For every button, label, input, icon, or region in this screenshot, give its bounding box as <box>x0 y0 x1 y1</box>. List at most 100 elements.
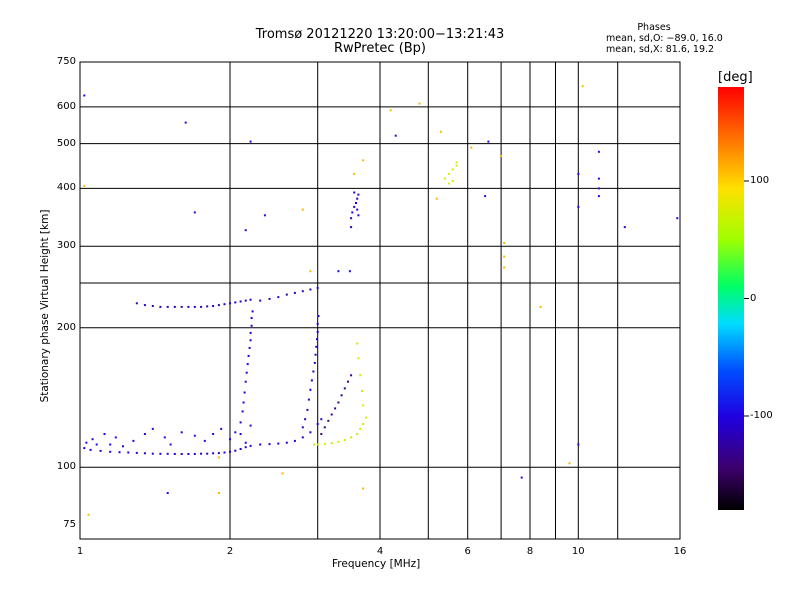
data-point <box>293 291 296 294</box>
data-point <box>316 338 318 341</box>
data-point <box>451 180 454 182</box>
data-point <box>359 374 362 377</box>
data-point <box>83 94 86 97</box>
data-point <box>83 184 86 187</box>
data-point <box>330 442 333 444</box>
data-point <box>249 140 252 143</box>
data-point <box>301 290 304 293</box>
data-point <box>217 452 220 455</box>
data-point <box>239 300 242 303</box>
data-point <box>143 433 146 435</box>
x-axis-label: Frequency [MHz] <box>332 558 421 570</box>
data-point <box>223 303 226 306</box>
data-point <box>307 398 310 401</box>
stats-x-mode: mean, sd,X: 81.6, 19.2 <box>606 44 715 55</box>
data-point <box>91 438 94 441</box>
data-point <box>327 419 330 422</box>
y-tick-label: 500 <box>56 137 76 149</box>
data-point <box>357 214 360 217</box>
data-point <box>234 431 237 434</box>
data-point <box>597 177 600 180</box>
data-point <box>163 436 166 439</box>
data-point <box>193 305 196 308</box>
data-point <box>309 288 312 291</box>
data-point <box>246 363 249 366</box>
data-point <box>451 168 454 171</box>
data-point <box>285 293 288 296</box>
data-point <box>309 431 312 434</box>
data-point <box>568 462 571 465</box>
data-point <box>365 416 367 419</box>
data-point <box>309 388 312 391</box>
data-point <box>263 214 266 217</box>
stats-heading: Phases <box>637 22 671 33</box>
data-point <box>220 427 223 430</box>
data-point <box>357 193 360 196</box>
data-point <box>394 134 397 137</box>
data-point <box>503 242 506 244</box>
y-axis-label: Stationary phase Virtual Height [km] <box>39 209 51 403</box>
data-point <box>173 453 176 455</box>
chart-subtitle: RwPretec (Bp) <box>333 41 427 56</box>
data-point <box>249 339 252 342</box>
data-point <box>247 354 250 357</box>
data-point <box>277 296 280 299</box>
data-point <box>151 452 154 455</box>
data-point <box>343 439 346 441</box>
data-point <box>200 305 203 308</box>
data-point <box>268 443 271 446</box>
data-point <box>306 408 309 411</box>
data-point <box>83 447 86 450</box>
data-point <box>309 270 312 273</box>
data-point <box>315 345 318 348</box>
data-point <box>212 305 215 307</box>
data-point <box>259 443 262 446</box>
data-point <box>159 305 162 308</box>
data-point <box>244 446 247 449</box>
x-tick-label: 4 <box>376 546 384 557</box>
data-point <box>223 451 226 454</box>
data-point <box>251 310 254 313</box>
data-point <box>581 85 584 88</box>
data-point <box>597 150 600 153</box>
data-point <box>312 370 315 373</box>
x-tick-label: 10 <box>571 546 585 557</box>
data-point <box>301 436 304 439</box>
data-point <box>356 433 359 435</box>
data-point <box>166 305 169 308</box>
data-point <box>159 452 162 455</box>
data-point <box>350 217 353 220</box>
data-point <box>347 380 349 383</box>
data-point <box>340 394 343 397</box>
y-tick-label: 200 <box>56 321 76 333</box>
data-point <box>314 353 317 356</box>
data-point <box>337 440 340 443</box>
data-point <box>539 305 542 308</box>
x-tick-label: 1 <box>76 546 84 557</box>
data-point <box>109 443 112 446</box>
data-point <box>320 418 323 421</box>
data-point <box>623 226 626 229</box>
data-point <box>143 452 146 455</box>
data-point <box>239 421 242 424</box>
data-point <box>310 379 313 382</box>
data-point <box>217 492 220 494</box>
data-point <box>250 324 253 327</box>
data-point <box>103 433 106 435</box>
data-point <box>277 442 280 445</box>
data-point <box>200 452 203 455</box>
data-point <box>500 155 503 157</box>
data-point <box>577 443 580 446</box>
data-point <box>248 346 251 349</box>
data-point <box>95 443 98 446</box>
data-point <box>343 387 346 390</box>
data-point <box>217 304 220 307</box>
data-point <box>249 444 252 447</box>
data-point <box>357 357 360 360</box>
stats-o-mode: mean, sd,O: −89.0, 16.0 <box>606 33 723 44</box>
data-point <box>203 439 206 442</box>
y-tick-label: 75 <box>63 519 76 531</box>
data-point <box>212 433 215 435</box>
data-point <box>597 187 600 190</box>
